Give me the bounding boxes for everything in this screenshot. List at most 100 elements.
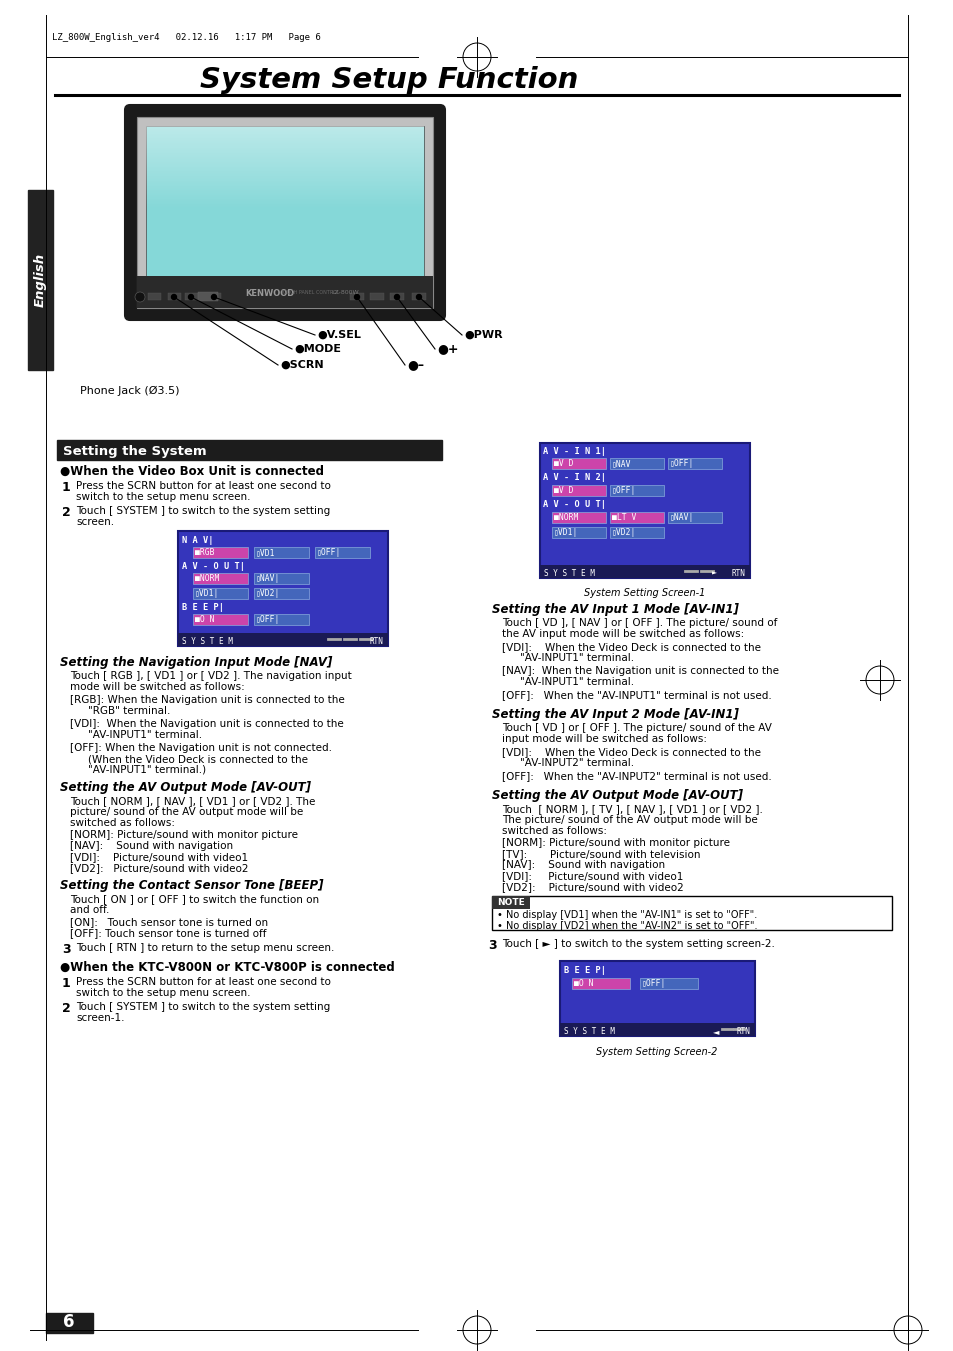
Text: LZ-800W: LZ-800W	[331, 290, 358, 296]
Text: ▯OFF|: ▯OFF|	[316, 549, 341, 557]
Text: B E E P|: B E E P|	[182, 603, 224, 612]
Circle shape	[395, 295, 399, 300]
Text: Touch [ SYSTEM ] to switch to the system setting: Touch [ SYSTEM ] to switch to the system…	[76, 1002, 330, 1012]
Bar	[609, 458, 663, 469]
Bar	[253, 547, 309, 558]
Bar	[314, 547, 370, 558]
Text: ●When the Video Box Unit is connected: ●When the Video Box Unit is connected	[60, 465, 324, 478]
Bar	[667, 512, 721, 523]
Text: "RGB" terminal.: "RGB" terminal.	[88, 707, 171, 716]
Text: ■V D: ■V D	[554, 486, 573, 494]
Bar	[208, 293, 221, 300]
Bar	[492, 896, 530, 909]
Text: Setting the AV Input 1 Mode [AV-IN1]: Setting the AV Input 1 Mode [AV-IN1]	[492, 603, 739, 616]
Text: picture/ sound of the AV output mode will be: picture/ sound of the AV output mode wil…	[70, 807, 303, 817]
Text: English: English	[34, 253, 47, 307]
Text: ►: ►	[711, 569, 717, 578]
Bar	[609, 527, 663, 538]
Bar	[552, 527, 605, 538]
Text: screen.: screen.	[76, 517, 114, 527]
Text: 2: 2	[62, 507, 71, 519]
Text: ■O N: ■O N	[194, 615, 214, 624]
Bar	[609, 512, 663, 523]
Text: [TV]:       Picture/sound with television: [TV]: Picture/sound with television	[501, 848, 700, 859]
Text: Setting the Contact Sensor Tone [BEEP]: Setting the Contact Sensor Tone [BEEP]	[60, 880, 323, 892]
Text: ▯OFF|: ▯OFF|	[612, 486, 636, 494]
Circle shape	[135, 292, 145, 303]
Bar	[370, 293, 384, 300]
Text: NOTE: NOTE	[497, 898, 524, 907]
Text: input mode will be switched as follows:: input mode will be switched as follows:	[501, 734, 706, 744]
Text: [OFF]:   When the "AV-INPUT2" terminal is not used.: [OFF]: When the "AV-INPUT2" terminal is …	[501, 771, 771, 781]
Bar	[148, 293, 161, 300]
Text: RTN: RTN	[731, 569, 745, 578]
Text: ▯VD1|: ▯VD1|	[194, 589, 219, 598]
Text: ●–: ●–	[407, 358, 423, 372]
Text: "AV-INPUT1" terminal.: "AV-INPUT1" terminal.	[519, 677, 634, 688]
Text: [VDI]:    When the Video Deck is connected to the: [VDI]: When the Video Deck is connected …	[501, 642, 760, 653]
FancyBboxPatch shape	[125, 105, 444, 320]
Text: [NORM]: Picture/sound with monitor picture: [NORM]: Picture/sound with monitor pictu…	[70, 830, 297, 840]
Bar	[559, 1023, 754, 1036]
Text: ■O N: ■O N	[574, 979, 593, 988]
Bar	[178, 531, 388, 646]
Text: Setting the AV Input 2 Mode [AV-IN1]: Setting the AV Input 2 Mode [AV-IN1]	[492, 708, 739, 721]
Text: • No display [VD2] when the "AV-IN2" is set to "OFF".: • No display [VD2] when the "AV-IN2" is …	[497, 921, 757, 931]
Text: [VDI]:    Picture/sound with video1: [VDI]: Picture/sound with video1	[70, 852, 248, 862]
Text: [VDI]:     Picture/sound with video1: [VDI]: Picture/sound with video1	[501, 871, 682, 881]
Text: [VDI]:  When the Navigation unit is connected to the: [VDI]: When the Navigation unit is conne…	[70, 719, 343, 730]
Text: mode will be switched as follows:: mode will be switched as follows:	[70, 682, 245, 692]
Text: System Setup Function: System Setup Function	[200, 66, 578, 95]
Text: 3: 3	[488, 939, 497, 952]
Text: 1: 1	[62, 977, 71, 990]
Text: System Setting Screen-1: System Setting Screen-1	[583, 588, 705, 598]
Bar	[253, 588, 309, 598]
Text: A V - I N 1|: A V - I N 1|	[542, 447, 605, 457]
Text: S Y S T E M: S Y S T E M	[563, 1027, 615, 1036]
Text: 3: 3	[62, 943, 71, 957]
Text: ●MODE: ●MODE	[294, 345, 340, 354]
Text: Setting the AV Output Mode [AV-OUT]: Setting the AV Output Mode [AV-OUT]	[492, 789, 742, 802]
Bar	[539, 565, 749, 578]
Text: Touch [ ON ] or [ OFF ] to switch the function on: Touch [ ON ] or [ OFF ] to switch the fu…	[70, 894, 319, 904]
Circle shape	[189, 295, 193, 300]
Bar	[552, 512, 605, 523]
Text: ●When the KTC-V800N or KTC-V800P is connected: ●When the KTC-V800N or KTC-V800P is conn…	[60, 961, 395, 974]
Bar	[390, 293, 403, 300]
Text: ■NORM: ■NORM	[554, 513, 578, 521]
Text: 6: 6	[63, 1313, 74, 1331]
Text: [ON]:   Touch sensor tone is turned on: [ON]: Touch sensor tone is turned on	[70, 917, 268, 927]
Text: Phone Jack (Ø3.5): Phone Jack (Ø3.5)	[80, 386, 179, 396]
Text: "AV-INPUT1" terminal.): "AV-INPUT1" terminal.)	[88, 765, 206, 775]
Text: 1: 1	[62, 481, 71, 494]
Text: "AV-INPUT1" terminal.: "AV-INPUT1" terminal.	[519, 653, 634, 663]
Bar	[253, 573, 309, 584]
Text: A V - O U T|: A V - O U T|	[542, 500, 605, 509]
Text: ▯OFF|: ▯OFF|	[641, 979, 666, 988]
Text: [OFF]: When the Navigation unit is not connected.: [OFF]: When the Navigation unit is not c…	[70, 743, 332, 753]
Text: Press the SCRN button for at least one second to: Press the SCRN button for at least one s…	[76, 481, 331, 490]
Text: the AV input mode will be switched as follows:: the AV input mode will be switched as fo…	[501, 630, 743, 639]
Text: ▯NAV: ▯NAV	[612, 459, 631, 467]
Text: ▯VD1: ▯VD1	[255, 549, 275, 557]
Text: ■LT V: ■LT V	[612, 513, 636, 521]
Bar	[178, 634, 388, 646]
Bar	[412, 293, 426, 300]
Text: [OFF]:   When the "AV-INPUT1" terminal is not used.: [OFF]: When the "AV-INPUT1" terminal is …	[501, 690, 771, 700]
Text: [NAV]:  When the Navigation unit is connected to the: [NAV]: When the Navigation unit is conne…	[501, 666, 779, 676]
Text: The picture/ sound of the AV output mode will be: The picture/ sound of the AV output mode…	[501, 815, 757, 825]
Text: switched as follows:: switched as follows:	[501, 825, 606, 836]
Text: ◄: ◄	[712, 1027, 719, 1036]
Text: TOUCH PANEL CONTROL: TOUCH PANEL CONTROL	[280, 290, 339, 296]
Text: ●V.SEL: ●V.SEL	[316, 330, 360, 340]
Text: S Y S T E M: S Y S T E M	[182, 638, 233, 646]
Bar	[57, 440, 441, 459]
Circle shape	[212, 295, 216, 300]
Text: Setting the Navigation Input Mode [NAV]: Setting the Navigation Input Mode [NAV]	[60, 657, 332, 669]
Text: ▯NAV|: ▯NAV|	[255, 574, 280, 584]
Text: [NAV]:    Sound with navigation: [NAV]: Sound with navigation	[70, 842, 233, 851]
Text: ▯VD2|: ▯VD2|	[255, 589, 280, 598]
Text: ■RGB: ■RGB	[194, 549, 214, 557]
Bar	[168, 293, 181, 300]
Bar	[572, 978, 629, 989]
